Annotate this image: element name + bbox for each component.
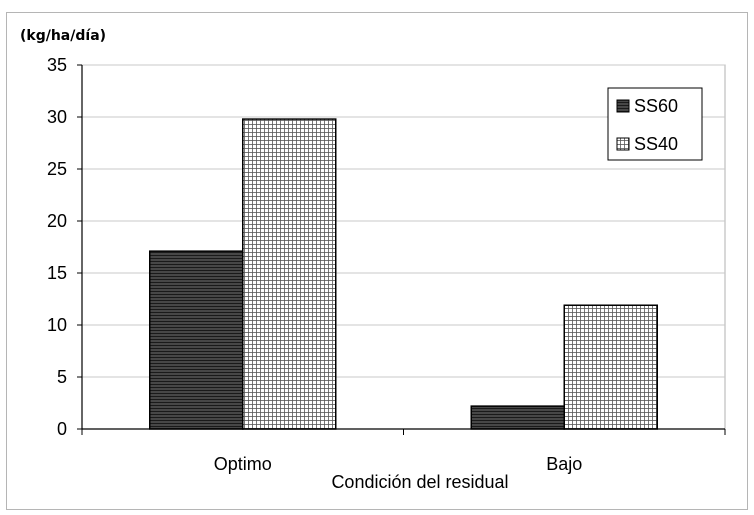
bar-ss40-bajo xyxy=(563,304,658,430)
y-tick-label: 10 xyxy=(47,315,67,335)
y-tick-label: 30 xyxy=(47,107,67,127)
x-tick-label: Optimo xyxy=(214,454,272,474)
bar-ss60-optimo xyxy=(149,250,244,430)
y-tick-label: 35 xyxy=(47,55,67,75)
legend-swatch-ss40 xyxy=(616,137,630,151)
bar-ss40-optimo xyxy=(242,118,337,430)
x-axis: Optimo Bajo xyxy=(81,429,726,474)
y-tick-label: 20 xyxy=(47,211,67,231)
y-tick-label: 5 xyxy=(57,367,67,387)
y-tick-label: 0 xyxy=(57,419,67,439)
x-axis-title: Condición del residual xyxy=(331,472,508,492)
legend: SS60 SS40 xyxy=(607,87,703,161)
x-tick-label: Bajo xyxy=(546,454,582,474)
chart-frame xyxy=(6,12,748,510)
y-tick-label: 15 xyxy=(47,263,67,283)
bars xyxy=(149,118,658,430)
y-axis: 0 5 10 15 20 25 30 35 xyxy=(47,55,82,439)
unit-label: (kg/ha/día) xyxy=(20,28,106,44)
legend-label-ss40: SS40 xyxy=(634,134,678,154)
legend-label-ss60: SS60 xyxy=(634,96,678,116)
y-tick-label: 25 xyxy=(47,159,67,179)
legend-swatch-ss60 xyxy=(616,99,630,113)
bar-ss60-bajo xyxy=(470,405,565,430)
